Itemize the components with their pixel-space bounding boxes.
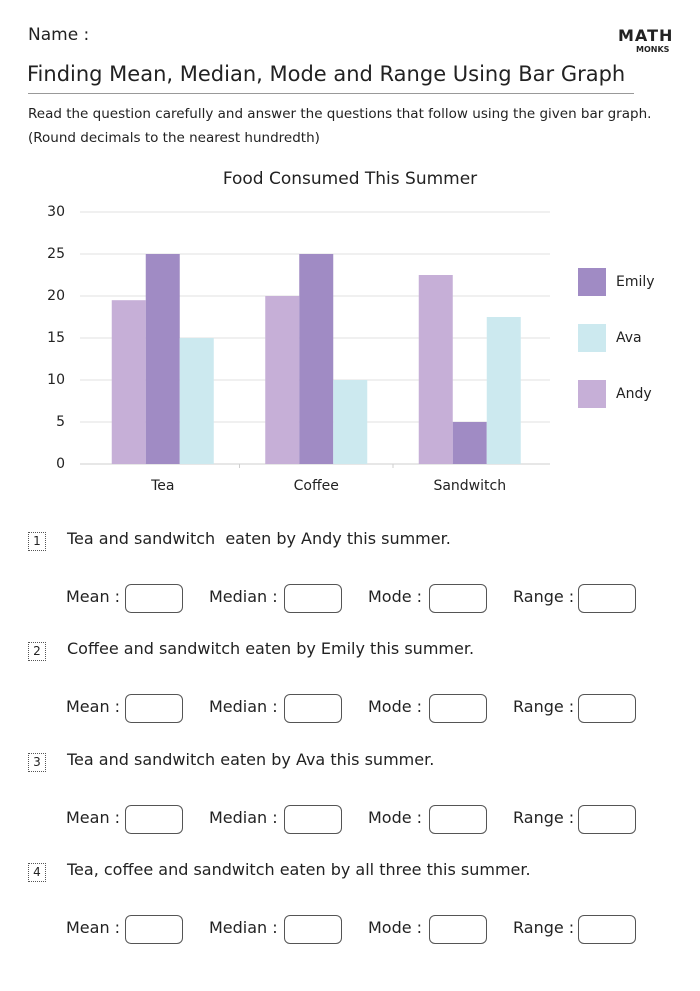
answer-box[interactable] <box>284 584 342 613</box>
field-label: Mean : <box>66 917 121 937</box>
x-tick-label: Coffee <box>294 478 339 494</box>
answer-box[interactable] <box>125 694 183 724</box>
bar <box>418 275 453 464</box>
answer-box[interactable] <box>284 694 342 724</box>
field-label: Median : <box>209 917 278 937</box>
answer-box[interactable] <box>429 914 487 944</box>
field-label: Mean : <box>66 807 121 827</box>
legend-swatch <box>578 324 606 352</box>
x-tick-label: Sandwitch <box>433 478 506 494</box>
field-label: Range : <box>513 917 575 937</box>
answer-box[interactable] <box>578 914 636 944</box>
logo-sub: MONKS <box>636 45 670 54</box>
field-label: Mode : <box>368 807 423 827</box>
instruction: Read the question carefully and answer t… <box>28 106 652 122</box>
rule <box>28 93 634 94</box>
field-label: Median : <box>209 587 278 606</box>
answer-box[interactable] <box>578 584 636 613</box>
legend-swatch <box>578 268 606 296</box>
question-number: 1 <box>28 532 46 551</box>
bar <box>299 254 334 464</box>
y-tick-label: 0 <box>56 456 65 472</box>
question-number: 3 <box>28 752 46 772</box>
question-number: 2 <box>28 642 46 662</box>
answer-box[interactable] <box>284 804 342 834</box>
y-tick-label: 5 <box>56 414 65 430</box>
legend-swatch <box>578 380 606 408</box>
legend-label: Ava <box>616 330 642 346</box>
legend-label: Emily <box>616 274 655 290</box>
answer-box[interactable] <box>125 584 183 613</box>
question-text: Tea and sandwitch eaten by Andy this sum… <box>67 529 451 548</box>
field-label: Median : <box>209 807 278 827</box>
y-tick-label: 15 <box>47 330 65 346</box>
chart: Food Consumed This Summer 0 5 10 15 20 25 30 Te… <box>47 169 655 494</box>
field-label: Mean : <box>66 587 121 606</box>
field-label: Median : <box>209 697 278 717</box>
y-tick-label: 20 <box>47 288 65 304</box>
bar <box>486 317 521 464</box>
field-label: Range : <box>513 807 575 827</box>
field-label: Mode : <box>368 917 423 937</box>
y-tick-label: 25 <box>47 246 65 262</box>
answer-box[interactable] <box>125 914 183 944</box>
field-label: Range : <box>513 697 575 717</box>
y-tick-label: 10 <box>47 372 65 388</box>
worksheet-title: Finding Mean, Median, Mode and Range Usi… <box>27 62 626 86</box>
bar <box>111 300 146 464</box>
bar <box>265 296 300 464</box>
instruction: (Round decimals to the nearest hundredth… <box>28 130 320 146</box>
chart-title: Food Consumed This Summer <box>223 169 477 189</box>
answer-box[interactable] <box>125 804 183 834</box>
bar <box>179 338 214 464</box>
x-tick-label: Tea <box>150 478 174 494</box>
field-label: Range : <box>513 587 575 606</box>
question-text: Coffee and sandwitch eaten by Emily this… <box>67 639 475 659</box>
y-tick-label: 30 <box>47 204 65 220</box>
answer-box[interactable] <box>284 914 342 944</box>
bar <box>145 254 180 464</box>
field-label: Mode : <box>368 587 423 606</box>
answer-box[interactable] <box>429 584 487 613</box>
answer-box[interactable] <box>578 804 636 834</box>
legend-label: Andy <box>616 386 652 402</box>
answer-box[interactable] <box>429 804 487 834</box>
answer-box[interactable] <box>578 694 636 724</box>
answer-box[interactable] <box>429 694 487 724</box>
logo: MATH <box>618 26 674 45</box>
question-text: Tea and sandwitch eaten by Ava this summ… <box>67 749 435 769</box>
name-label: Name : <box>28 25 90 45</box>
field-label: Mode : <box>368 697 423 717</box>
bar <box>333 380 368 464</box>
bar <box>452 422 487 464</box>
question-text: Tea, coffee and sandwitch eaten by all t… <box>67 859 531 879</box>
question-number: 4 <box>28 862 46 882</box>
field-label: Mean : <box>66 697 121 717</box>
